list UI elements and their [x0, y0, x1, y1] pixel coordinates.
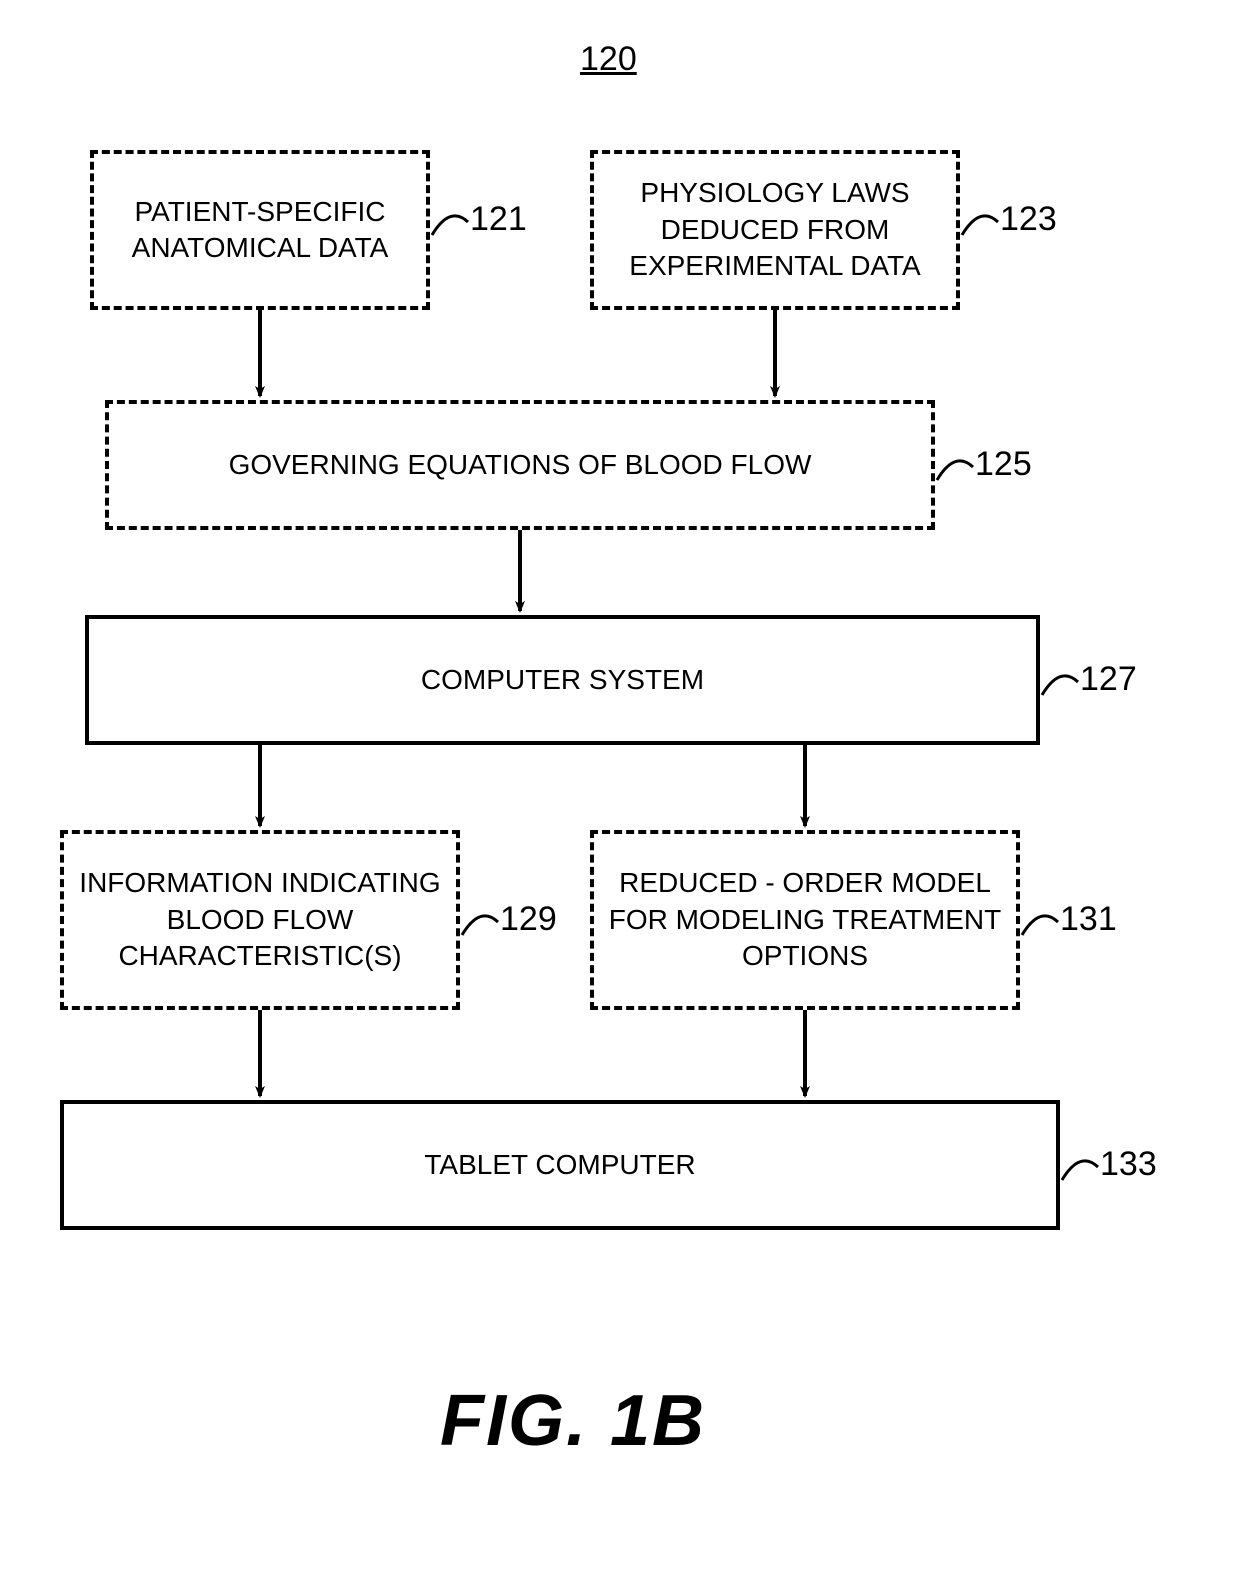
label-133: 133 — [1100, 1145, 1157, 1184]
leader-125 — [937, 461, 973, 480]
figure-title: FIG. 1B — [440, 1380, 706, 1462]
box-tablet-computer: TABLET COMPUTER — [60, 1100, 1060, 1230]
label-127: 127 — [1080, 660, 1137, 699]
box-blood-flow-info-text: INFORMATION INDICATING BLOOD FLOW CHARAC… — [74, 865, 446, 974]
leader-133 — [1062, 1161, 1098, 1180]
leader-123 — [962, 216, 998, 235]
box-computer-system-text: COMPUTER SYSTEM — [421, 662, 704, 698]
leader-129 — [462, 916, 498, 935]
box-reduced-order-model-text: REDUCED - ORDER MODEL FOR MODELING TREAT… — [604, 865, 1006, 974]
label-125: 125 — [975, 445, 1032, 484]
box-reduced-order-model: REDUCED - ORDER MODEL FOR MODELING TREAT… — [590, 830, 1020, 1010]
box-governing-equations: GOVERNING EQUATIONS OF BLOOD FLOW — [105, 400, 935, 530]
figure-number-top: 120 — [580, 40, 637, 79]
label-123: 123 — [1000, 200, 1057, 239]
box-physiology-laws: PHYSIOLOGY LAWS DEDUCED FROM EXPERIMENTA… — [590, 150, 960, 310]
box-physiology-laws-text: PHYSIOLOGY LAWS DEDUCED FROM EXPERIMENTA… — [604, 175, 946, 284]
box-computer-system: COMPUTER SYSTEM — [85, 615, 1040, 745]
label-131: 131 — [1060, 900, 1117, 939]
box-governing-equations-text: GOVERNING EQUATIONS OF BLOOD FLOW — [229, 447, 812, 483]
leader-121 — [432, 216, 468, 235]
label-121: 121 — [470, 200, 527, 239]
leader-131 — [1022, 916, 1058, 935]
leader-127 — [1042, 676, 1078, 695]
label-129: 129 — [500, 900, 557, 939]
box-tablet-computer-text: TABLET COMPUTER — [424, 1147, 695, 1183]
box-blood-flow-info: INFORMATION INDICATING BLOOD FLOW CHARAC… — [60, 830, 460, 1010]
figure-number-text: 120 — [580, 40, 637, 78]
box-patient-data-text: PATIENT-SPECIFIC ANATOMICAL DATA — [104, 194, 416, 267]
box-patient-data: PATIENT-SPECIFIC ANATOMICAL DATA — [90, 150, 430, 310]
diagram-canvas: 120 PATIENT-SPECIFIC ANATOMICAL DATA PHY… — [0, 0, 1240, 1583]
